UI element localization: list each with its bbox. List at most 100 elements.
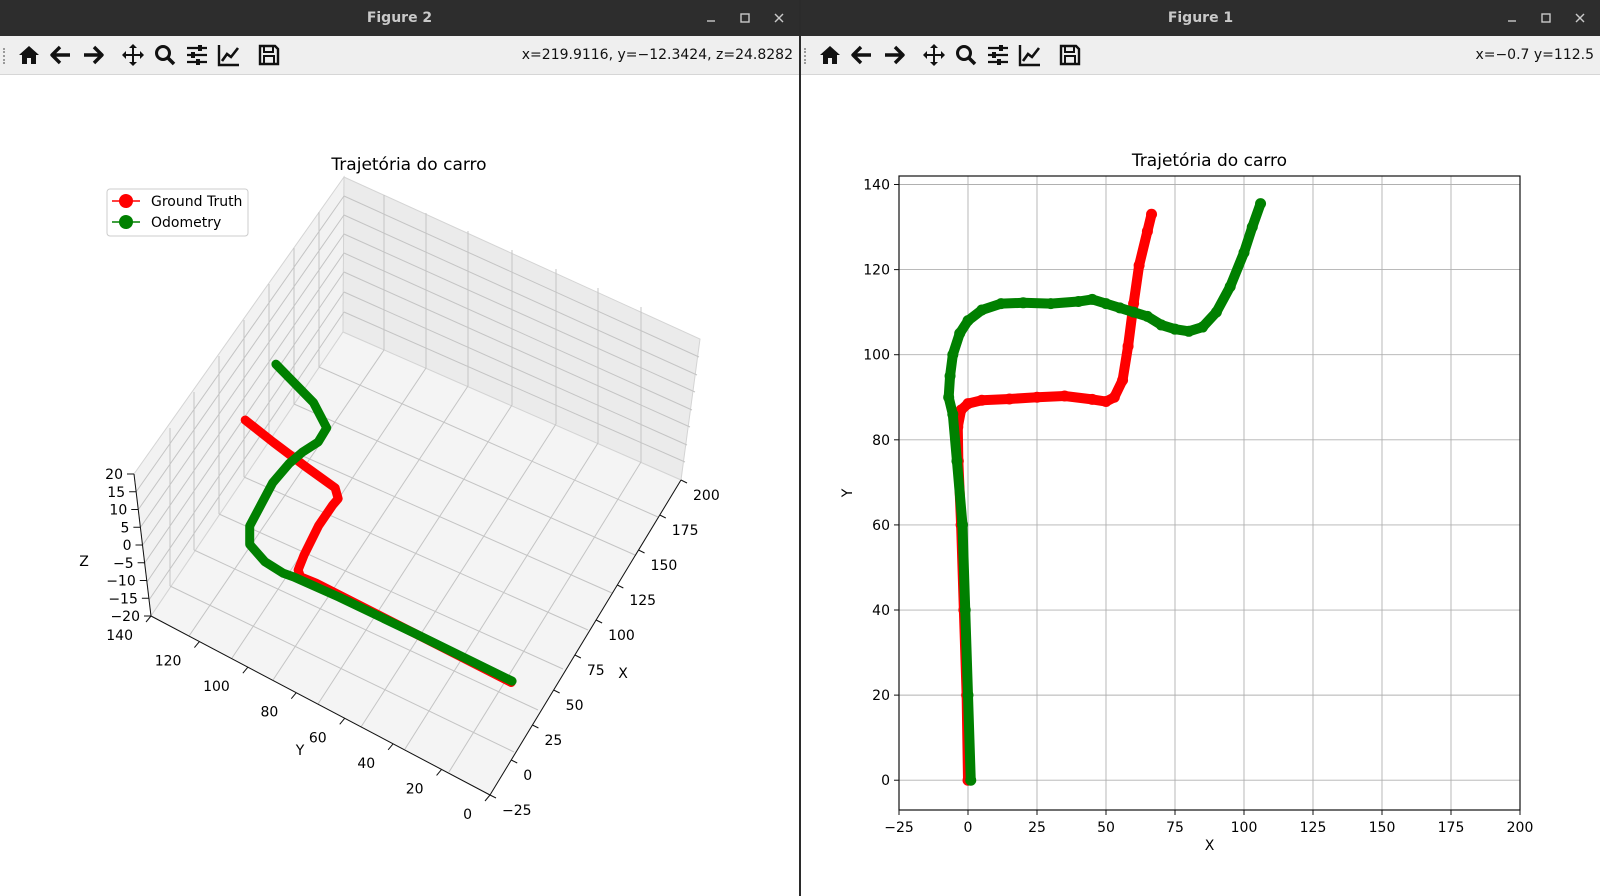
zoom-icon[interactable] <box>152 42 178 68</box>
data-point <box>955 404 967 416</box>
trajectory-2d <box>943 198 1267 786</box>
data-point <box>1031 391 1043 403</box>
home-icon[interactable] <box>16 42 42 68</box>
edit-axis-icon[interactable] <box>216 42 242 68</box>
y-axis-label: Y <box>840 488 856 498</box>
data-point <box>1072 296 1084 308</box>
z-tick-label: 15 <box>107 485 125 501</box>
x-tick <box>510 759 518 764</box>
z-tick-label: 20 <box>105 467 123 483</box>
back-arrow-icon[interactable] <box>48 42 74 68</box>
data-point <box>947 408 959 420</box>
y-axis-line <box>150 615 491 796</box>
legend-label-odom: Odometry <box>151 215 221 231</box>
y-tick <box>339 717 346 725</box>
data-point <box>962 315 974 327</box>
data-point <box>954 327 966 339</box>
data-point <box>962 398 974 410</box>
ticks: −25 0 25 50 75 100 125 150 175 200 0 20 40 60 80 100 120… <box>863 178 1533 836</box>
close-icon[interactable] <box>769 8 789 28</box>
pan-icon[interactable] <box>120 42 146 68</box>
x-tick <box>489 794 497 799</box>
data-point <box>995 298 1007 310</box>
x-tick-label: 100 <box>1231 820 1258 836</box>
minimize-icon[interactable] <box>701 8 721 28</box>
x-tick-label: 75 <box>587 663 605 679</box>
data-point <box>1114 302 1126 314</box>
minimize-icon[interactable] <box>1502 8 1522 28</box>
x-tick-label: 25 <box>1028 820 1046 836</box>
pan-icon[interactable] <box>921 42 947 68</box>
toolbar-grip[interactable] <box>804 48 808 64</box>
data-point <box>956 519 968 531</box>
x-tick <box>617 584 624 589</box>
x-tick-label: 50 <box>1097 820 1115 836</box>
chart-2d[interactable]: −25 0 25 50 75 100 125 150 175 200 0 20 40 60 80 100 120… <box>801 75 1600 896</box>
x-tick-label: 100 <box>608 628 635 644</box>
data-point <box>965 774 977 786</box>
x-tick-label: 125 <box>1300 820 1327 836</box>
title-bar[interactable]: Figure 1 <box>801 0 1600 36</box>
x-tick <box>595 619 603 624</box>
data-point <box>1133 259 1145 271</box>
data-point <box>1169 323 1181 335</box>
z-tick-label: −5 <box>113 556 134 572</box>
legend-marker-odom <box>119 215 133 229</box>
data-point <box>944 370 956 382</box>
close-icon[interactable] <box>1570 8 1590 28</box>
z-tick-label: 10 <box>109 503 127 519</box>
edit-axis-icon[interactable] <box>1017 42 1043 68</box>
back-arrow-icon[interactable] <box>849 42 875 68</box>
save-icon[interactable] <box>1057 42 1083 68</box>
data-point <box>1128 306 1140 318</box>
data-point <box>1183 325 1195 337</box>
y-tick-label: 140 <box>106 628 133 644</box>
legend-label-gt: Ground Truth <box>151 194 242 210</box>
y-axis-label: Y <box>295 743 305 759</box>
home-icon[interactable] <box>817 42 843 68</box>
configure-subplots-icon[interactable] <box>184 42 210 68</box>
y-tick <box>145 615 152 623</box>
x-tick <box>532 724 539 729</box>
legend[interactable]: Ground Truth Odometry <box>106 188 249 237</box>
plot-frame <box>898 175 1521 811</box>
data-point <box>1141 225 1153 237</box>
data-point <box>1086 393 1098 405</box>
x-tick-label: 175 <box>1438 820 1465 836</box>
configure-subplots-icon[interactable] <box>985 42 1011 68</box>
navigation-toolbar: x=219.9116, y=−12.3424, z=24.8282 <box>0 36 799 75</box>
chart-3d[interactable]: −250255075100125150175200020406080100120… <box>0 75 799 896</box>
maximize-icon[interactable] <box>735 8 755 28</box>
y-tick <box>436 769 442 776</box>
toolbar-grip[interactable] <box>3 48 7 64</box>
y-tick-label: 40 <box>872 603 890 619</box>
zoom-icon[interactable] <box>953 42 979 68</box>
data-point <box>1210 306 1222 318</box>
x-tick <box>680 479 688 484</box>
title-bar[interactable]: Figure 2 <box>0 0 799 36</box>
x-tick-label: 0 <box>523 768 532 784</box>
data-point <box>1146 208 1158 220</box>
x-tick <box>638 549 645 554</box>
data-point <box>976 394 988 406</box>
x-axis-label: X <box>618 666 628 682</box>
maximize-icon[interactable] <box>1536 8 1556 28</box>
y-tick-label: 140 <box>863 178 890 194</box>
y-tick-label: 80 <box>260 705 278 721</box>
forward-arrow-icon[interactable] <box>881 42 907 68</box>
figure-2-window: Figure 2 x=219.9116, y=−12.3424, z=24.82… <box>0 0 799 896</box>
window-divider <box>799 0 801 896</box>
window-title: Figure 1 <box>1167 10 1234 26</box>
data-point <box>1117 374 1129 386</box>
data-point <box>1100 298 1112 310</box>
x-tick <box>574 654 582 659</box>
chart-title: Trajetória do carro <box>1131 151 1287 171</box>
y-tick <box>484 794 491 802</box>
x-axis-label: X <box>1205 838 1215 854</box>
x-tick-label: 0 <box>964 820 973 836</box>
x-tick <box>659 514 667 519</box>
save-icon[interactable] <box>256 42 282 68</box>
y-tick-label: 0 <box>463 807 472 823</box>
forward-arrow-icon[interactable] <box>80 42 106 68</box>
x-tick-label: 125 <box>629 593 656 609</box>
